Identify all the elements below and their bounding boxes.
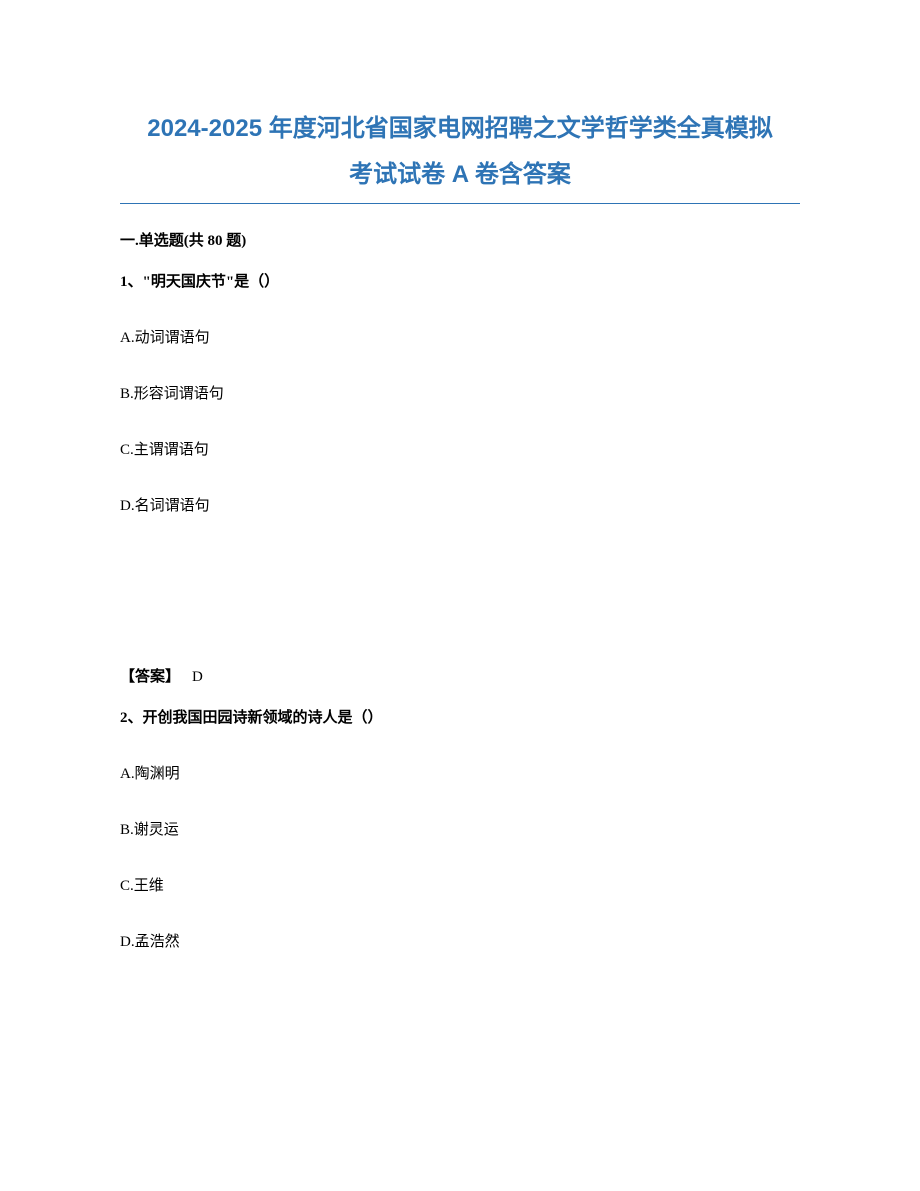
option-text: 陶渊明 xyxy=(135,766,180,782)
option-label: A. xyxy=(120,330,135,346)
option-text: 主谓谓语句 xyxy=(134,442,209,458)
title-divider xyxy=(120,203,800,204)
option-text: 名词谓语句 xyxy=(135,498,210,514)
option-label: C. xyxy=(120,442,134,458)
option-text: 王维 xyxy=(134,878,164,894)
option-label: B. xyxy=(120,386,134,402)
option-text: 动词谓语句 xyxy=(135,330,210,346)
question-2-option-a: A.陶渊明 xyxy=(120,762,800,783)
exam-title-line2: 考试试卷 A 卷含答案 xyxy=(120,156,800,194)
exam-title-line1: 2024-2025 年度河北省国家电网招聘之文学哲学类全真模拟 xyxy=(120,110,800,148)
option-text: 孟浩然 xyxy=(135,934,180,950)
question-number: 1、 xyxy=(120,274,143,290)
question-2-option-d: D.孟浩然 xyxy=(120,930,800,951)
option-label: C. xyxy=(120,878,134,894)
option-label: B. xyxy=(120,822,134,838)
question-2-stem: 2、开创我国田园诗新领域的诗人是（） xyxy=(120,706,800,727)
option-text: 形容词谓语句 xyxy=(134,386,224,402)
question-1-stem: 1、"明天国庆节"是（） xyxy=(120,270,800,291)
question-2-option-b: B.谢灵运 xyxy=(120,818,800,839)
question-text: "明天国庆节"是（） xyxy=(143,274,280,290)
section-header: 一.单选题(共 80 题) xyxy=(120,229,800,250)
question-1-option-a: A.动词谓语句 xyxy=(120,326,800,347)
question-1-option-c: C.主谓谓语句 xyxy=(120,438,800,459)
question-text: 开创我国田园诗新领域的诗人是（） xyxy=(143,710,383,726)
answer-label: 【答案】 xyxy=(120,669,180,685)
question-number: 2、 xyxy=(120,710,143,726)
question-1-option-b: B.形容词谓语句 xyxy=(120,382,800,403)
option-label: D. xyxy=(120,498,135,514)
answer-value: D xyxy=(192,669,203,685)
option-text: 谢灵运 xyxy=(134,822,179,838)
question-1-option-d: D.名词谓语句 xyxy=(120,494,800,515)
option-label: D. xyxy=(120,934,135,950)
question-2-option-c: C.王维 xyxy=(120,874,800,895)
question-1-answer: 【答案】 D xyxy=(120,665,800,686)
option-label: A. xyxy=(120,766,135,782)
